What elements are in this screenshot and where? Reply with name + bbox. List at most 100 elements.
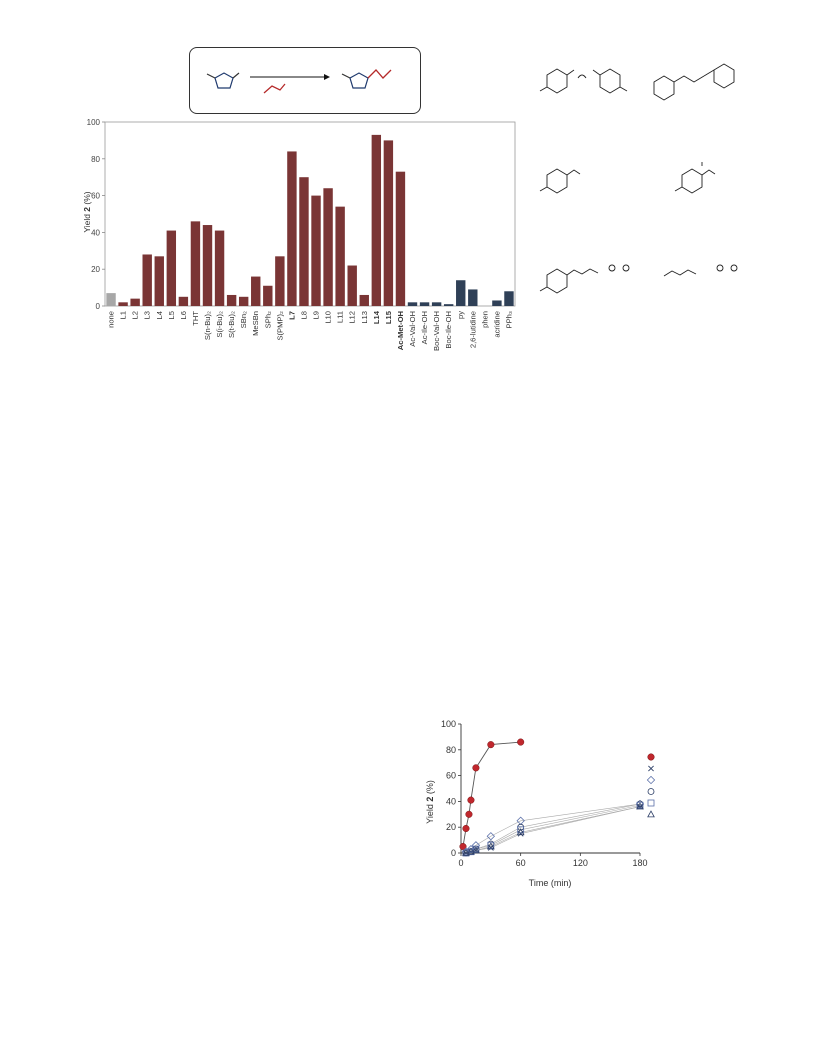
bar-xtick-label: Ac-Met-OH [396,311,405,350]
kinetics-point-4 [636,801,644,809]
bar-xtick-label: py [456,311,465,319]
bar-plot-frame [104,121,516,307]
bar-xtick-label: L1 [119,311,128,319]
reaction-scheme-drawing [206,69,392,94]
bar-xtick-label: S(i-Bu)₂ [215,311,224,338]
bar-xtick-label: L13 [360,311,369,324]
kinetics-point-5 [636,802,644,810]
kinetics-point-0 [472,764,480,772]
reaction-scheme-box [189,47,421,114]
kinetics-point-2 [635,799,645,809]
kinetics-legend-marker [648,765,654,772]
bar-15 [287,151,297,306]
bar-xtick-label: THT [191,311,200,326]
bar-xtick-label: S(n-Bu)₂ [203,311,212,340]
bar-8 [202,225,213,306]
kinetics-point-0 [487,741,495,749]
kinetics-point-5 [462,848,470,856]
ligand-structure-diaryl-icon [539,68,628,94]
bar-9 [214,230,225,306]
alkene-reagent-icon [263,83,286,94]
ligand-structures-panel [539,63,738,294]
bar-4 [154,256,164,306]
bar-xtick-label: L4 [155,311,164,319]
kinetics-point-0 [467,796,475,804]
kinetics-legend-marker [646,775,656,785]
bar-21 [359,294,369,306]
bar-ytick-label: 40 [91,228,100,237]
bar-xtick-label: none [107,311,116,328]
bar-xtick-label: L7 [287,311,296,320]
kinetics-point-4 [517,826,525,834]
bar-xtick-label: L10 [324,311,333,324]
bar-xtick-label: MeSBn [251,311,260,336]
bar-xtick-label: L2 [131,311,140,319]
bar-13 [263,285,273,306]
bar-12 [251,276,261,306]
kinetics-point-4 [487,841,495,849]
kinetics-ylabel: Yield 2 (%) [425,780,435,824]
bar-17 [311,195,321,306]
kinetics-point-0 [462,824,470,833]
bar-xtick-label: SPh₂ [263,311,272,328]
bar-xtick-label: L14 [372,310,381,324]
reactant-ring-icon [206,72,240,89]
bar-23 [383,140,394,306]
bar-25 [407,302,418,306]
bar-ytick-label: 60 [91,192,100,201]
bar-7 [190,221,201,306]
ligand-structure-aryl-butyl-icon [539,264,630,294]
kinetics-xtick-label: 60 [516,858,526,868]
kinetics-point-0 [465,810,473,818]
ligand-structure-alkyl-chain-icon [663,264,738,277]
reaction-arrow-icon [250,74,330,80]
kinetics-point-2 [471,841,481,850]
bar-xtick-label: L9 [312,311,321,319]
bar-chart-ylabel: Yield 2 (%) [82,191,92,232]
bar-ytick-label: 20 [91,265,100,274]
kinetics-point-5 [486,842,495,850]
ligand-structure-aryl-oxo-ethyl-icon [674,162,716,194]
bar-3 [142,254,152,306]
bar-xtick-label: acridine [492,311,501,338]
bar-xtick-label: S(PMP)₂ [275,311,284,341]
bar-xtick-label: Ac-Ile-OH [420,311,429,344]
kinetics-xtick-label: 180 [632,858,647,868]
bar-2 [130,298,140,306]
kinetics-point-4 [472,845,480,853]
bar-ytick-label: 80 [91,155,100,164]
bar-xtick-label: L6 [179,311,188,319]
bar-xtick-label: 2,6-lutidine [468,311,477,348]
bar-ytick-label: 100 [87,118,101,127]
bar-xtick-label: L15 [384,310,393,324]
bar-xtick-label: SBn₂ [239,311,248,328]
bar-xtick-label: PPh₃ [504,311,513,328]
ligand-yield-bar-chart: 0 20 40 60 80 100 none L1 L2 L3 L4 L5 L6 THT S(n-Bu)₂… [82,118,516,351]
bar-20 [347,265,357,306]
bar-18 [323,188,333,306]
bar-xtick-label: L8 [299,311,308,319]
kinetics-ytick-label: 100 [441,719,456,729]
kinetics-point-5 [467,847,475,855]
kinetics-xlabel: Time (min) [529,878,572,888]
kinetics-point-5 [516,828,525,836]
bar-16 [299,177,309,306]
bar-10 [226,294,237,306]
kinetics-point-2 [486,832,495,841]
bar-26 [419,302,430,306]
bar-xtick-label: L11 [336,311,345,323]
kinetics-legend-marker [647,799,655,807]
kinetics-legend-marker [647,810,655,818]
bar-32 [492,300,502,306]
kinetics-ytick-label: 20 [446,822,456,832]
product-ring-icon [341,72,369,89]
bar-19 [335,206,345,306]
kinetics-ytick-label: 0 [451,848,456,858]
kinetics-point-5 [472,846,480,854]
bar-27 [431,302,442,306]
kinetics-xtick-label: 0 [458,858,463,868]
bar-xtick-label: Ac-Val-OH [408,311,417,347]
bar-xtick-label: L5 [167,311,176,319]
bar-ytick-label: 0 [96,302,101,311]
